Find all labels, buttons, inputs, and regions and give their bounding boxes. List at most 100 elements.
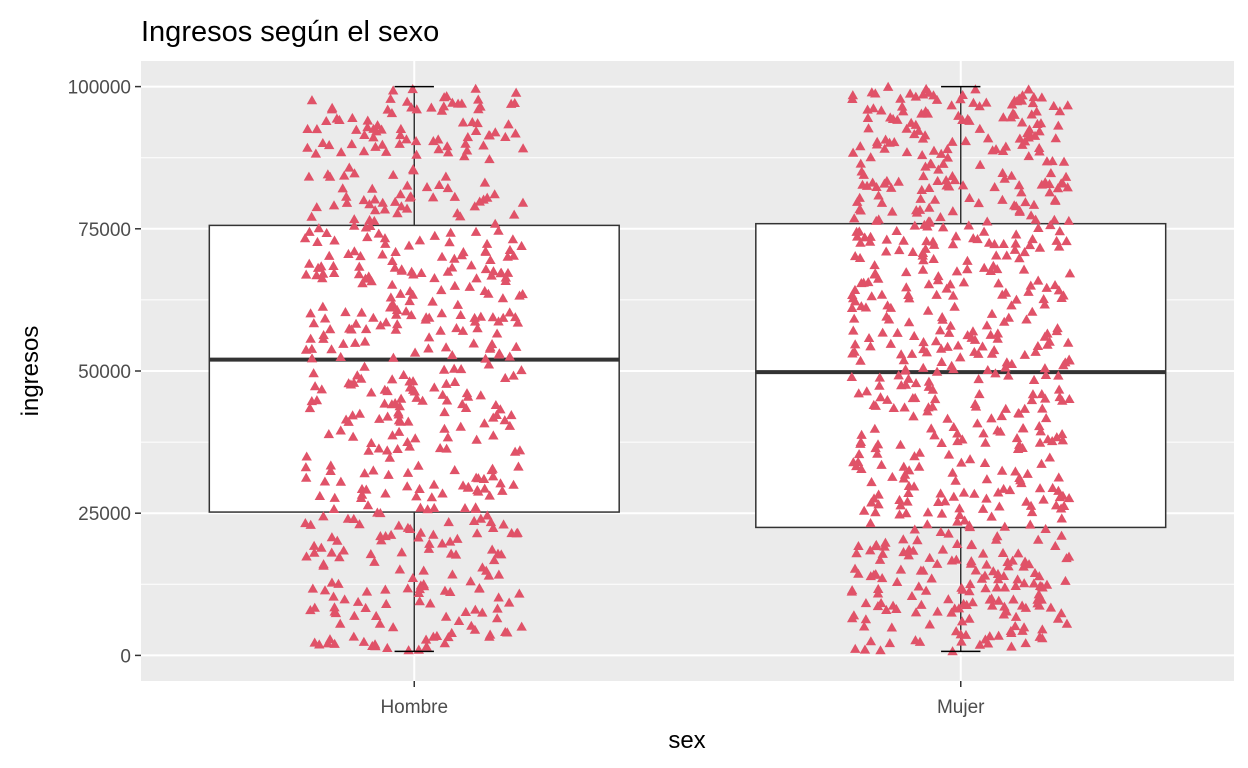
data-point [1053, 384, 1065, 394]
data-point [338, 545, 349, 555]
data-point [994, 501, 1005, 511]
data-point [1017, 442, 1028, 452]
data-point [328, 503, 340, 514]
data-point [907, 392, 919, 403]
data-point [1026, 507, 1038, 517]
data-point [305, 308, 316, 318]
data-point [1048, 100, 1059, 110]
data-point [458, 247, 469, 257]
data-point [951, 266, 963, 276]
data-point [301, 551, 312, 561]
data-point [384, 452, 395, 462]
data-point [1044, 187, 1055, 197]
data-point [393, 426, 405, 436]
data-point [309, 381, 321, 391]
data-point [900, 364, 911, 374]
data-point [372, 120, 383, 130]
data-point [474, 583, 485, 593]
data-point [998, 483, 1009, 493]
data-point [888, 402, 899, 413]
data-point [853, 448, 865, 459]
data-point [901, 267, 912, 277]
data-point [937, 222, 949, 232]
data-point [966, 539, 977, 549]
data-point [1006, 358, 1018, 368]
data-point [420, 634, 432, 644]
data-point [1038, 294, 1049, 304]
data-point [362, 232, 373, 242]
data-point [1000, 362, 1011, 372]
data-point [369, 194, 381, 204]
data-point [504, 351, 515, 361]
data-point [466, 620, 477, 630]
data-point [992, 531, 1003, 541]
data-point [428, 479, 440, 489]
data-point [923, 279, 935, 289]
data-point [424, 538, 435, 548]
data-point [956, 616, 968, 626]
data-point [941, 283, 952, 293]
data-point [413, 587, 425, 598]
data-point [862, 104, 873, 114]
data-point [300, 344, 312, 354]
data-point [855, 158, 866, 168]
data-point [438, 92, 450, 102]
data-point [918, 255, 929, 265]
data-point [858, 169, 869, 179]
data-point [920, 161, 931, 171]
data-point [428, 529, 439, 539]
data-point [954, 503, 965, 513]
data-point [402, 180, 413, 190]
data-point [389, 196, 401, 206]
data-point [440, 171, 452, 181]
data-point [865, 341, 876, 351]
data-point [942, 413, 953, 423]
data-point [395, 393, 407, 403]
data-point [329, 638, 340, 648]
data-point [367, 183, 378, 193]
data-point [507, 234, 519, 244]
data-point [1056, 608, 1067, 618]
data-point [978, 428, 989, 438]
data-point [1055, 178, 1067, 188]
data-point [360, 602, 371, 613]
data-point [449, 376, 461, 386]
data-point [323, 428, 335, 439]
data-point [1010, 466, 1021, 476]
data-point [854, 252, 866, 263]
data-point [884, 137, 895, 147]
data-point [1024, 240, 1036, 250]
data-point [956, 636, 967, 646]
data-point [945, 320, 956, 330]
data-point [462, 132, 474, 142]
data-point [891, 576, 903, 587]
data-point [874, 554, 886, 564]
data-point [1019, 349, 1031, 359]
data-point [921, 347, 932, 357]
data-point [1024, 124, 1035, 134]
data-point [491, 409, 502, 419]
data-point [308, 368, 319, 378]
data-point [510, 128, 521, 138]
data-point [865, 545, 876, 555]
data-point [913, 581, 924, 591]
data-point [847, 147, 859, 157]
data-point [1033, 589, 1045, 599]
data-point [479, 418, 490, 428]
data-point [1041, 282, 1052, 292]
data-point [957, 180, 969, 190]
data-point [1049, 280, 1061, 290]
data-point [1020, 197, 1031, 207]
chart-title: Ingresos según el sexo [141, 16, 439, 48]
data-point [876, 197, 888, 207]
data-point [1028, 91, 1040, 102]
data-point [512, 317, 524, 327]
data-point [422, 504, 433, 514]
data-point [935, 488, 946, 498]
data-point [354, 408, 366, 418]
data-point [866, 476, 877, 487]
data-point [504, 420, 516, 430]
data-point [470, 226, 482, 236]
data-point [858, 621, 870, 631]
data-point [997, 145, 1009, 156]
